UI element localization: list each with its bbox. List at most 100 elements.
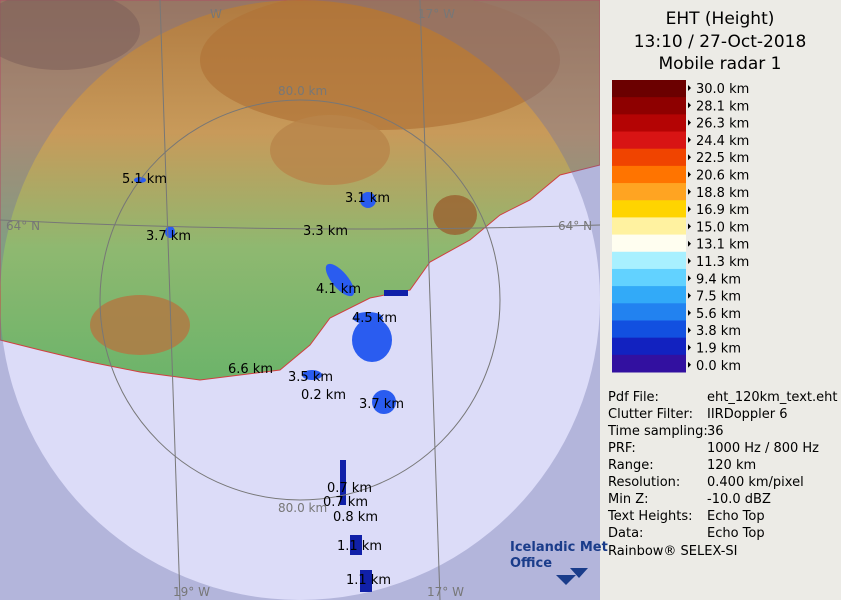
title: EHT (Height) <box>666 9 775 29</box>
scale-label: 30.0 km <box>696 82 749 97</box>
scale-band <box>612 80 686 98</box>
scale-label: 16.9 km <box>696 203 749 218</box>
latitude-line <box>0 219 600 230</box>
scale-tick <box>688 344 691 351</box>
scale-tick <box>688 240 691 247</box>
grid-label: W <box>210 7 222 21</box>
info-key: Range: <box>608 458 654 473</box>
scale-band <box>612 165 686 184</box>
longitude-line <box>159 0 181 600</box>
grid-label: 80.0 km <box>278 501 327 515</box>
info-value: eht_120km_text.eht <box>707 390 837 405</box>
scale-band <box>612 303 686 321</box>
scale-label: 5.6 km <box>696 307 741 322</box>
scale-tick <box>688 275 691 282</box>
info-value: 1000 Hz / 800 Hz <box>707 441 819 456</box>
info-value: 36 <box>707 424 724 439</box>
grid <box>0 0 600 600</box>
scale-band <box>612 114 686 133</box>
info-value: -10.0 dBZ <box>707 492 771 507</box>
echo-label: 3.3 km <box>303 224 348 239</box>
echo <box>360 570 372 592</box>
title: Mobile radar 1 <box>659 54 782 74</box>
info-key: PRF: <box>608 441 636 456</box>
echo-label: 0.7 km <box>327 481 372 496</box>
scale-band <box>612 183 686 201</box>
grid-label: 80.0 km <box>278 84 327 98</box>
grid-label: 19° W <box>173 585 210 599</box>
scale-label: 9.4 km <box>696 272 741 287</box>
scale-band <box>612 337 686 356</box>
info-key: Clutter Filter: <box>608 407 693 422</box>
info-key: Time sampling: <box>607 424 708 439</box>
scale-tick <box>688 206 691 213</box>
scale-band <box>612 217 686 236</box>
echo <box>352 318 392 362</box>
longitude-line <box>419 0 441 600</box>
echo <box>384 290 408 296</box>
scale-label: 15.0 km <box>696 220 749 235</box>
info-value: 0.400 km/pixel <box>707 475 804 490</box>
scale-band <box>612 320 686 339</box>
echo <box>353 312 383 324</box>
scale-tick <box>688 188 691 195</box>
echo-label: 0.8 km <box>333 510 378 525</box>
logo-text: Icelandic Met <box>510 540 608 555</box>
info-key: Text Heights: <box>607 509 693 524</box>
echo-label: 3.5 km <box>288 370 333 385</box>
glacier <box>90 295 190 355</box>
highland <box>200 0 560 130</box>
echo-label: 3.7 km <box>359 397 404 412</box>
title: 13:10 / 27-Oct-2018 <box>634 32 807 52</box>
echo-label: 6.6 km <box>228 362 273 377</box>
echo <box>360 192 376 208</box>
scale-band <box>612 268 686 287</box>
info-value: 120 km <box>707 458 756 473</box>
scale-tick <box>688 361 691 368</box>
echo-label: 3.1 km <box>345 191 390 206</box>
scale-label: 18.8 km <box>696 186 749 201</box>
scale-band <box>612 200 686 218</box>
scale-label: 26.3 km <box>696 117 749 132</box>
scale-tick <box>688 327 691 334</box>
grid-label: 64° N <box>558 219 592 233</box>
info-value: Echo Top <box>707 526 765 541</box>
scale-label: 7.5 km <box>696 290 741 305</box>
echo <box>350 535 362 555</box>
scale-label: 0.0 km <box>696 359 741 374</box>
echo <box>302 370 322 380</box>
grid-label: 64° N <box>6 219 40 233</box>
echo-label: 1.1 km <box>346 573 391 588</box>
range-ring <box>99 99 501 501</box>
scale-tick <box>688 223 691 230</box>
scale-band <box>612 131 686 150</box>
map <box>0 0 600 600</box>
scale-label: 28.1 km <box>696 99 749 114</box>
scale-band <box>612 148 686 167</box>
echo-label: 4.1 km <box>316 282 361 297</box>
echo-label: 0.2 km <box>301 388 346 403</box>
glacier <box>433 195 477 235</box>
scale-label: 22.5 km <box>696 151 749 166</box>
scale-tick <box>688 171 691 178</box>
scale-label: 3.8 km <box>696 324 741 339</box>
scale-label: 11.3 km <box>696 255 749 270</box>
scale-band <box>612 354 686 373</box>
echo <box>325 263 355 297</box>
echo <box>340 460 346 505</box>
echo-label: 4.5 km <box>352 311 397 326</box>
scale-tick <box>688 258 691 264</box>
logo-icon <box>556 568 588 585</box>
grid-label: 17° W <box>418 7 455 21</box>
echo <box>372 390 396 414</box>
info-key: Data: <box>608 526 643 541</box>
info-key: Resolution: <box>608 475 680 490</box>
echo-label: 0.7 km <box>323 495 368 510</box>
info-value: Echo Top <box>707 509 765 524</box>
info-key: Pdf File: <box>608 390 659 405</box>
info-key: Min Z: <box>608 492 649 507</box>
grid-label: 17° W <box>427 585 464 599</box>
logo-text: Office <box>510 556 552 571</box>
scale-label: 13.1 km <box>696 238 749 253</box>
